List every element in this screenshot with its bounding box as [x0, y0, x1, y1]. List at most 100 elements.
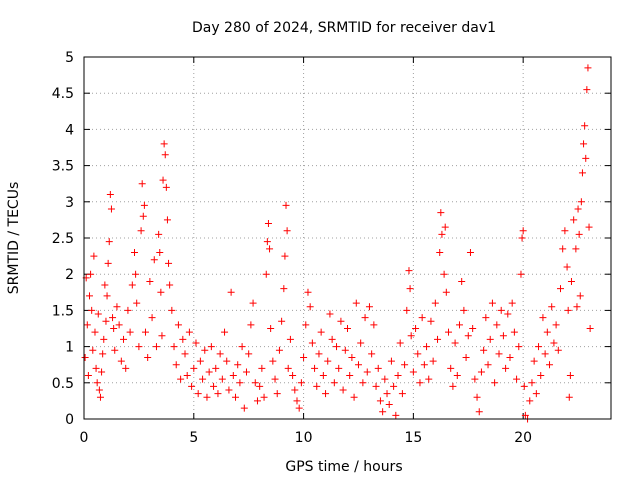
data-point-plus	[315, 350, 323, 358]
data-point-plus	[157, 288, 165, 296]
data-point-plus	[109, 314, 117, 322]
data-point-plus	[480, 346, 488, 354]
data-point-plus	[586, 325, 594, 332]
axis-ticks	[83, 56, 611, 420]
data-points	[81, 64, 594, 423]
y-tick-label: 2	[65, 267, 74, 283]
data-point-plus	[260, 393, 268, 401]
data-point-plus	[98, 368, 106, 376]
data-point-plus	[232, 393, 240, 401]
data-point-plus	[101, 281, 109, 289]
data-point-plus	[405, 267, 413, 275]
data-point-plus	[165, 259, 173, 267]
data-point-plus	[227, 288, 235, 296]
data-point-plus	[530, 357, 538, 365]
data-point-plus	[335, 364, 343, 372]
data-point-plus	[236, 379, 244, 387]
data-point-plus	[251, 379, 259, 387]
data-point-plus	[554, 346, 562, 354]
data-point-plus	[166, 281, 174, 289]
data-point-plus	[348, 353, 356, 361]
data-point-plus	[363, 368, 371, 376]
data-point-plus	[280, 285, 288, 293]
data-point-plus	[85, 292, 93, 300]
data-point-plus	[192, 339, 200, 347]
data-point-plus	[564, 306, 572, 314]
data-point-plus	[264, 220, 272, 228]
data-point-plus	[229, 372, 237, 380]
data-point-plus	[205, 368, 213, 376]
data-point-plus	[262, 270, 270, 278]
data-point-plus	[493, 321, 501, 329]
data-point-plus	[93, 379, 101, 387]
data-point-plus	[546, 361, 554, 369]
data-point-plus	[381, 375, 389, 383]
data-point-plus	[210, 382, 218, 390]
data-point-plus	[473, 393, 481, 401]
data-point-plus	[543, 328, 551, 336]
data-point-plus	[508, 299, 516, 307]
data-point-plus	[434, 335, 442, 343]
y-tick-label: 2.5	[52, 231, 74, 247]
data-point-plus	[273, 390, 281, 398]
data-point-plus	[513, 375, 521, 383]
data-point-plus	[580, 140, 588, 148]
data-point-plus	[460, 306, 468, 314]
data-point-plus	[518, 234, 526, 242]
data-point-plus	[575, 230, 583, 238]
data-point-plus	[100, 335, 108, 343]
data-point-plus	[238, 343, 246, 351]
data-point-plus	[207, 343, 215, 351]
data-point-plus	[462, 353, 470, 361]
data-point-plus	[576, 292, 584, 300]
data-point-plus	[365, 303, 373, 311]
data-point-plus	[466, 248, 474, 256]
y-tick-labels: 0 0.5 1 1.5 2 2.5 3 3.5 4 4.5 5	[52, 50, 74, 428]
data-point-plus	[550, 339, 558, 347]
data-point-plus	[357, 339, 365, 347]
data-point-plus	[520, 382, 528, 390]
data-point-plus	[359, 379, 367, 387]
data-point-plus	[475, 408, 483, 416]
data-point-plus	[447, 364, 455, 372]
data-point-plus	[115, 321, 123, 329]
data-point-plus	[385, 401, 393, 409]
data-point-plus	[407, 332, 415, 340]
data-point-plus	[572, 245, 580, 253]
data-point-plus	[161, 151, 169, 159]
data-point-plus	[517, 270, 525, 278]
data-point-plus	[552, 321, 560, 329]
data-point-plus	[267, 325, 275, 332]
data-point-plus	[526, 397, 534, 405]
data-point-plus	[429, 357, 437, 365]
data-point-plus	[449, 382, 457, 390]
data-point-plus	[582, 154, 590, 162]
data-point-plus	[152, 343, 160, 351]
x-tick-label: 20	[514, 430, 532, 446]
data-point-plus	[300, 353, 308, 361]
data-point-plus	[374, 364, 382, 372]
data-point-plus	[414, 350, 422, 358]
data-point-plus	[535, 343, 543, 351]
data-point-plus	[155, 230, 163, 238]
data-point-plus	[162, 183, 170, 191]
data-point-plus	[585, 223, 593, 231]
data-point-plus	[379, 408, 387, 416]
data-point-plus	[528, 379, 536, 387]
data-point-plus	[150, 256, 158, 264]
data-point-plus	[266, 245, 274, 253]
data-point-plus	[418, 314, 426, 322]
y-tick-label: 4.5	[52, 86, 74, 102]
data-point-plus	[240, 404, 248, 412]
data-point-plus	[506, 353, 514, 361]
data-point-plus	[225, 386, 233, 394]
data-point-plus	[387, 357, 395, 365]
data-point-plus	[163, 216, 171, 224]
data-point-plus	[372, 382, 380, 390]
data-point-plus	[282, 201, 290, 209]
data-point-plus	[333, 343, 341, 351]
data-point-plus	[396, 339, 404, 347]
y-tick-label: 5	[65, 50, 74, 66]
data-point-plus	[519, 227, 527, 235]
data-point-plus	[203, 393, 211, 401]
